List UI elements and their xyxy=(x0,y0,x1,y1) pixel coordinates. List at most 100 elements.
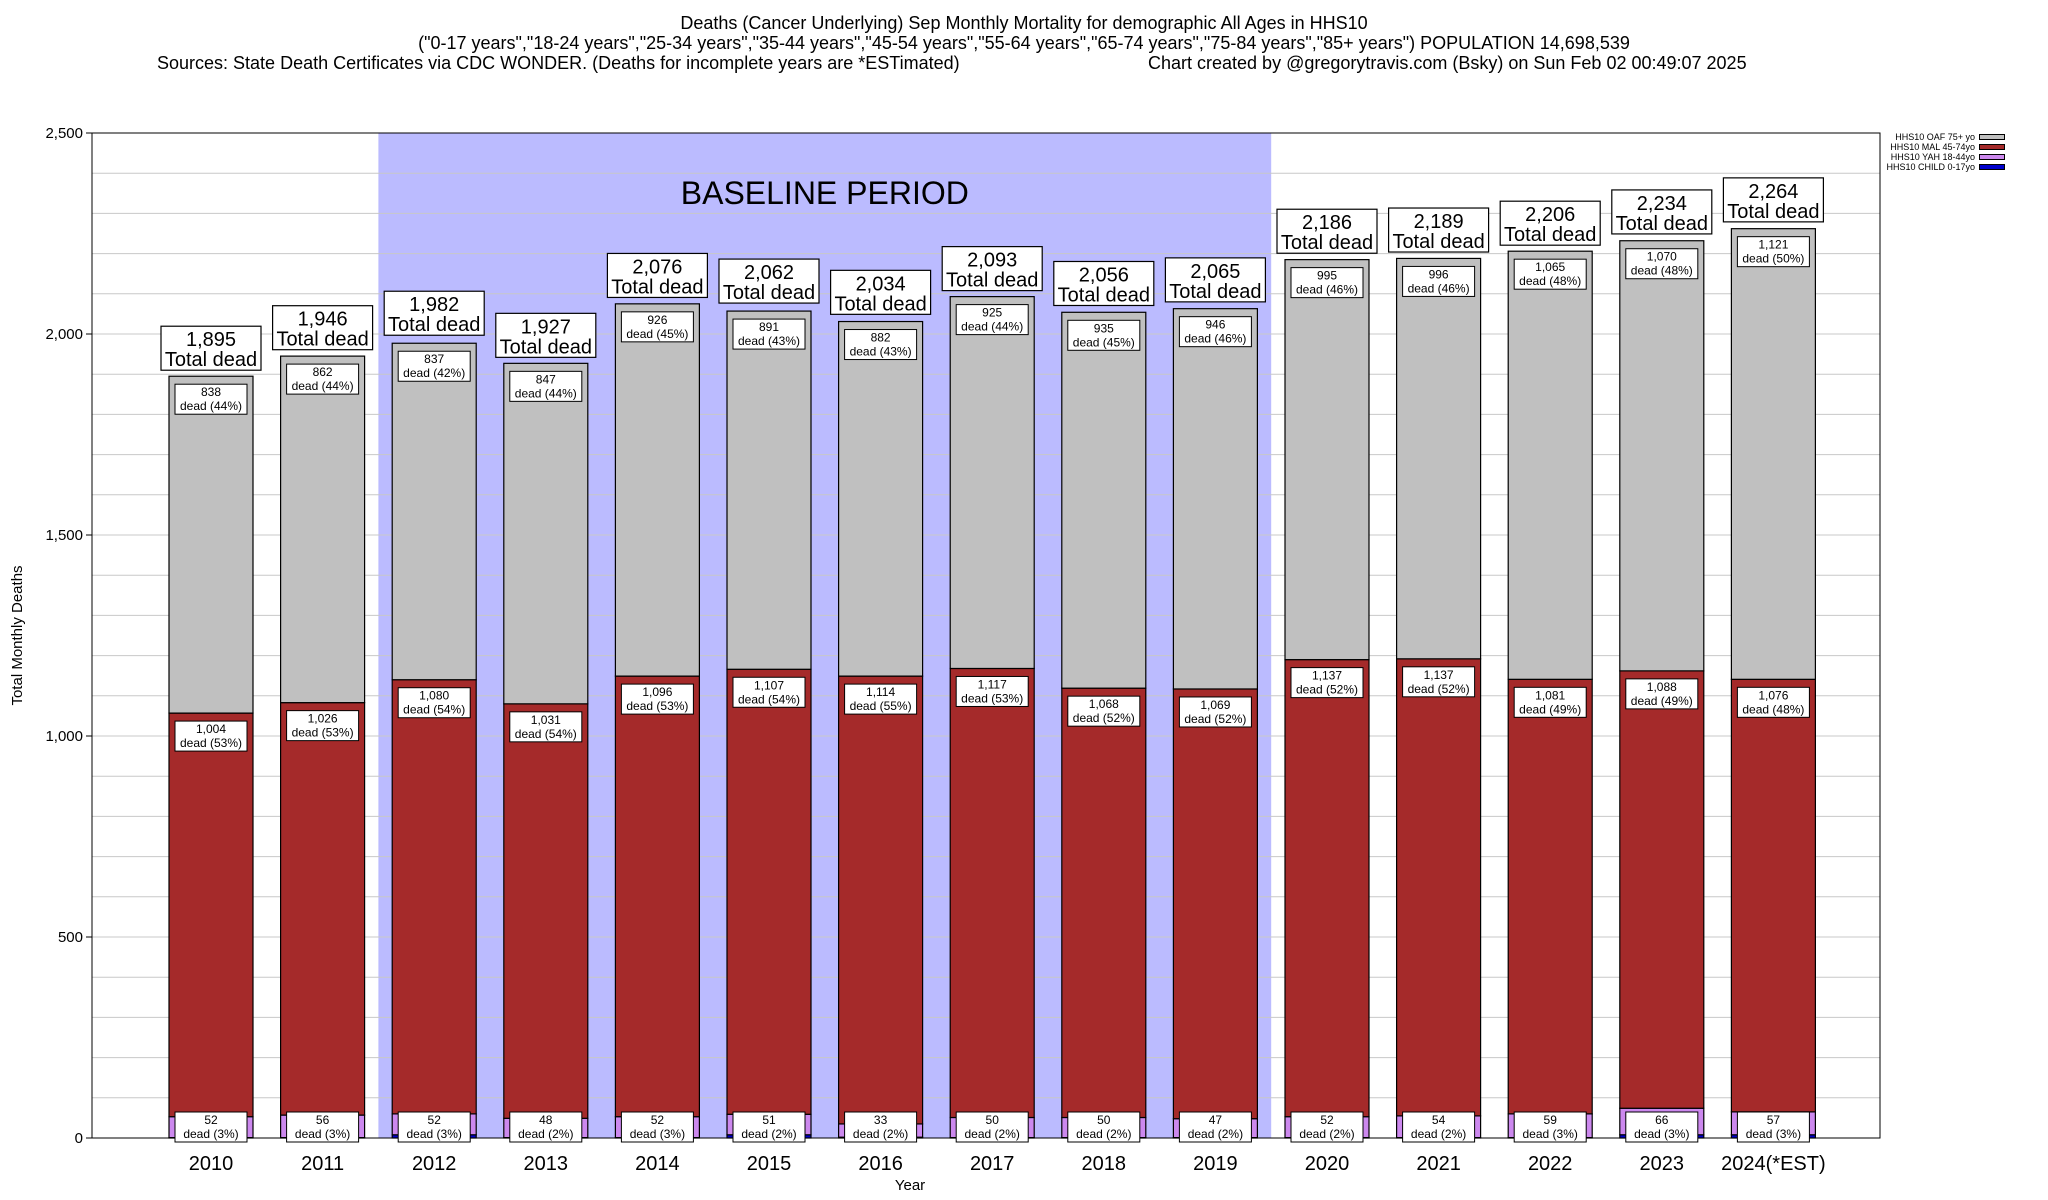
legend-swatch-yah xyxy=(1979,154,2005,160)
segment-value-label: 59 xyxy=(1544,1113,1558,1127)
segment-value-label: 946 xyxy=(1205,318,1225,332)
segment-pct-label: dead (52%) xyxy=(1073,711,1135,725)
segment-label-box xyxy=(620,1111,694,1143)
total-caption-label: Total dead xyxy=(500,336,592,358)
total-value-label: 2,234 xyxy=(1637,193,1687,215)
segment-label-box xyxy=(174,383,248,415)
bar-segment-oaf xyxy=(503,362,589,705)
segment-label-box xyxy=(1625,678,1699,710)
segment-pct-label: dead (3%) xyxy=(407,1127,462,1141)
segment-label-box xyxy=(397,687,471,719)
segment-pct-label: dead (2%) xyxy=(741,1127,796,1141)
segment-label-box xyxy=(844,1111,918,1143)
total-caption-label: Total dead xyxy=(1169,281,1261,303)
segment-value-label: 995 xyxy=(1317,269,1337,283)
segment-pct-label: dead (54%) xyxy=(515,727,577,741)
bar-segment-oaf xyxy=(614,303,701,677)
segment-value-label: 1,080 xyxy=(419,689,449,703)
legend-swatch-oaf xyxy=(1979,134,2005,140)
segment-label-box xyxy=(1290,667,1364,699)
segment-label-box xyxy=(1736,686,1810,718)
total-caption-label: Total dead xyxy=(1727,201,1819,223)
segment-pct-label: dead (53%) xyxy=(961,691,1023,705)
total-value-label: 2,189 xyxy=(1414,211,1464,233)
total-caption-label: Total dead xyxy=(276,329,368,351)
segment-label-box xyxy=(1402,265,1476,297)
x-tick-label: 2017 xyxy=(970,1153,1015,1175)
bar-segment-oaf xyxy=(1730,228,1817,680)
total-label-box xyxy=(160,325,262,371)
total-caption-label: Total dead xyxy=(723,282,815,304)
segment-value-label: 882 xyxy=(871,331,891,345)
x-tick-label: 2016 xyxy=(858,1153,903,1175)
segment-pct-label: dead (3%) xyxy=(1634,1127,1689,1141)
bar-segment-mal xyxy=(168,712,254,1118)
y-tick-label: 2,000 xyxy=(45,326,83,343)
segment-pct-label: dead (43%) xyxy=(738,334,800,348)
segment-pct-label: dead (52%) xyxy=(1408,682,1470,696)
total-value-label: 1,946 xyxy=(298,309,348,331)
bar-segment-oaf xyxy=(726,310,812,670)
baseline-period-label: BASELINE PERIOD xyxy=(681,175,969,211)
legend-swatch-child xyxy=(1979,164,2005,170)
total-caption-label: Total dead xyxy=(1616,213,1708,235)
segment-value-label: 926 xyxy=(647,313,667,327)
segment-value-label: 1,076 xyxy=(1758,688,1788,702)
segment-value-label: 1,031 xyxy=(531,713,561,727)
segment-value-label: 1,004 xyxy=(196,722,226,736)
segment-value-label: 47 xyxy=(1209,1113,1223,1127)
total-caption-label: Total dead xyxy=(1281,232,1373,254)
segment-pct-label: dead (50%) xyxy=(1742,252,1804,266)
segment-label-box xyxy=(286,1111,360,1143)
legend-label-yah: HHS10 YAH 18-44yo xyxy=(1890,152,1975,162)
total-label-box xyxy=(829,269,932,315)
segment-pct-label: dead (52%) xyxy=(1184,712,1246,726)
bar-segment-mal xyxy=(1061,687,1147,1119)
segment-label-box xyxy=(509,1111,583,1143)
bar-segment-mal xyxy=(503,703,589,1119)
total-label-box xyxy=(718,258,820,304)
segment-value-label: 33 xyxy=(874,1113,888,1127)
segment-value-label: 1,117 xyxy=(978,677,1007,691)
segment-label-box xyxy=(1736,236,1810,268)
x-axis-title: Year xyxy=(895,1177,925,1194)
total-label-box xyxy=(1053,260,1155,307)
x-tick-label: 2023 xyxy=(1640,1153,1685,1175)
segment-pct-label: dead (49%) xyxy=(1631,694,1693,708)
segment-pct-label: dead (3%) xyxy=(630,1127,685,1141)
segment-value-label: 1,081 xyxy=(1535,688,1565,702)
total-value-label: 2,076 xyxy=(632,256,682,278)
x-tick-label: 2024(*EST) xyxy=(1721,1153,1826,1175)
x-tick-label: 2022 xyxy=(1528,1153,1573,1175)
total-label-box xyxy=(1387,207,1490,253)
sources-note: Sources: State Death Certificates via CD… xyxy=(157,53,960,73)
segment-value-label: 891 xyxy=(759,320,779,334)
segment-label-box xyxy=(955,304,1029,336)
x-tick-label: 2010 xyxy=(189,1153,234,1175)
bar-segment-mal xyxy=(1172,688,1259,1120)
segment-value-label: 1,137 xyxy=(1424,668,1454,682)
total-label-box xyxy=(606,252,709,299)
segment-value-label: 1,088 xyxy=(1647,680,1677,694)
bar-segment-oaf xyxy=(391,342,477,681)
segment-value-label: 56 xyxy=(316,1113,330,1127)
x-tick-label: 2012 xyxy=(412,1153,457,1175)
segment-label-box xyxy=(286,363,360,395)
legend-item-child: HHS10 CHILD 0-17yo xyxy=(1880,162,2005,172)
segment-label-box xyxy=(732,1111,806,1143)
total-value-label: 2,065 xyxy=(1190,261,1240,283)
segment-pct-label: dead (46%) xyxy=(1408,281,1470,295)
x-tick-label: 2015 xyxy=(747,1153,792,1175)
segment-pct-label: dead (48%) xyxy=(1519,274,1581,288)
total-value-label: 2,034 xyxy=(856,273,906,295)
segment-pct-label: dead (43%) xyxy=(850,345,912,359)
segment-pct-label: dead (45%) xyxy=(1073,335,1135,349)
segment-label-box xyxy=(1736,1111,1810,1143)
total-label-box xyxy=(1722,177,1825,223)
segment-pct-label: dead (2%) xyxy=(1411,1127,1466,1141)
segment-pct-label: dead (2%) xyxy=(518,1127,573,1141)
chart-credit: Chart created by @gregorytravis.com (Bsk… xyxy=(1148,53,1747,73)
segment-label-box xyxy=(174,1111,248,1143)
segment-label-box xyxy=(955,1111,1029,1143)
y-tick-label: 1,500 xyxy=(45,527,83,544)
